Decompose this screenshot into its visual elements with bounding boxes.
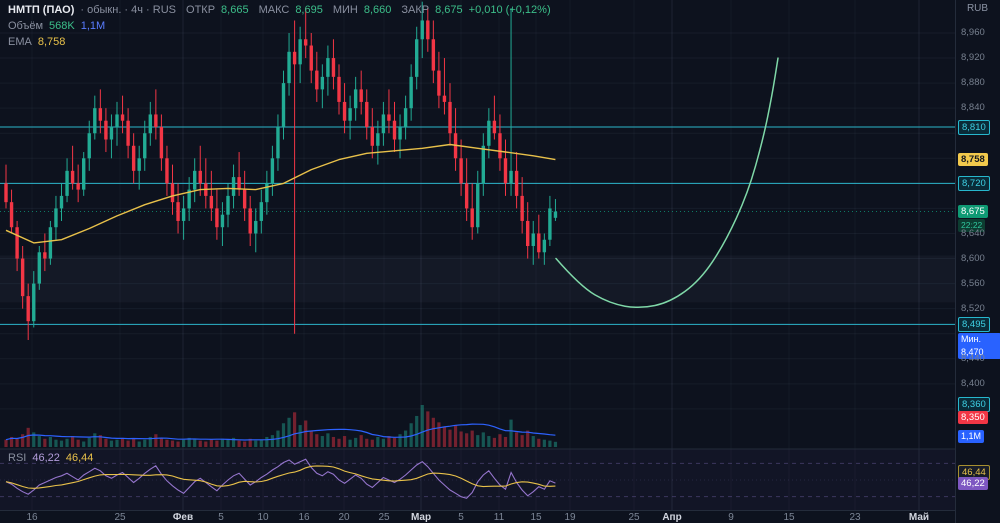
ema-legend[interactable]: EMA 8,758 bbox=[8, 36, 65, 48]
time-axis-label[interactable]: 16 bbox=[26, 512, 38, 523]
open-label: ОТКР bbox=[186, 4, 216, 16]
price-axis-label[interactable]: 8,520 bbox=[961, 303, 985, 314]
time-axis-label[interactable]: Май bbox=[908, 512, 930, 523]
time-axis-label[interactable]: Мар bbox=[410, 512, 432, 523]
time-axis-label[interactable]: 25 bbox=[378, 512, 390, 523]
rsi-value: 46,22 bbox=[32, 452, 60, 464]
low-label: МИН bbox=[332, 4, 358, 16]
close-value: 8,675 bbox=[435, 4, 463, 16]
change-value: +0,010 (+0,12%) bbox=[468, 4, 551, 16]
ema-label: EMA bbox=[8, 36, 32, 48]
price-axis-label[interactable]: Мин. 8,470 bbox=[956, 333, 1000, 359]
rsi-label: RSI bbox=[8, 452, 27, 464]
time-axis-label[interactable]: 16 bbox=[298, 512, 310, 523]
candles-layer[interactable] bbox=[4, 1, 558, 340]
price-axis-label[interactable]: 8,360 bbox=[956, 397, 1000, 412]
price-axis-label[interactable]: 1,1M bbox=[956, 430, 1000, 443]
time-axis-label[interactable]: 10 bbox=[257, 512, 269, 523]
bar-countdown: 22:22 bbox=[958, 219, 986, 232]
low-value: 8,660 bbox=[363, 4, 392, 16]
rsi-legend[interactable]: RSI 46,22 46,44 bbox=[8, 452, 93, 464]
price-axis-label[interactable]: 8,440 bbox=[961, 353, 985, 364]
volume-ma-value: 1,1M bbox=[80, 20, 106, 32]
rsi-ma-line[interactable] bbox=[5, 465, 556, 489]
price-axis-label[interactable]: 8,675 22:22 bbox=[956, 205, 1000, 232]
volume-legend[interactable]: Объём 568K 1,1M bbox=[8, 20, 105, 32]
price-axis-label[interactable]: 8,880 bbox=[961, 77, 985, 88]
rsi-pane-bg bbox=[0, 449, 955, 510]
price-axis-label[interactable]: 8,920 bbox=[961, 52, 985, 63]
price-axis-label[interactable]: 8,810 bbox=[956, 120, 1000, 135]
time-axis[interactable]: 16 25 Фев 5 10 16 20 25 Мар 5 11 15 19 25 Апр 9 15 23 Май bbox=[0, 510, 955, 523]
time-axis-label[interactable]: Фев bbox=[172, 512, 194, 523]
high-value: 8,695 bbox=[295, 4, 323, 16]
highlight-band bbox=[0, 255, 955, 303]
rsi-line[interactable] bbox=[5, 458, 556, 499]
price-axis-label[interactable]: 8,840 bbox=[961, 102, 985, 113]
time-axis-label[interactable]: 5 bbox=[218, 512, 224, 523]
ema-line[interactable] bbox=[5, 143, 556, 244]
price-axis[interactable]: 8,960 8,920 8,880 8,840 8,810 8,758 8,720 8,675… bbox=[955, 0, 1000, 523]
price-axis-label[interactable]: 8,640 bbox=[961, 228, 985, 239]
price-axis-label[interactable]: 46,22 bbox=[956, 477, 1000, 490]
symbol-name[interactable]: НМТП (ПАО) bbox=[8, 4, 75, 16]
price-axis-label[interactable]: 8,600 bbox=[961, 253, 985, 264]
main-chart-canvas[interactable] bbox=[0, 0, 955, 510]
volume-value: 568K bbox=[49, 20, 75, 32]
price-axis-label[interactable]: 8,758 bbox=[956, 153, 1000, 166]
time-axis-label[interactable]: 20 bbox=[338, 512, 350, 523]
price-axis-label[interactable]: 8,350 bbox=[956, 411, 1000, 424]
time-axis-label[interactable]: 5 bbox=[458, 512, 464, 523]
price-axis-label[interactable]: 8,560 bbox=[961, 278, 985, 289]
time-axis-label[interactable]: 25 bbox=[628, 512, 640, 523]
time-axis-label[interactable]: 9 bbox=[728, 512, 734, 523]
time-axis-label[interactable]: Апр bbox=[662, 512, 682, 523]
time-axis-label[interactable]: 15 bbox=[783, 512, 795, 523]
close-label: ЗАКР bbox=[401, 4, 430, 16]
price-axis-label[interactable]: 8,960 bbox=[961, 27, 985, 38]
price-axis-label[interactable]: 8,495 bbox=[956, 317, 1000, 332]
high-label: МАКС bbox=[258, 4, 290, 16]
time-axis-label[interactable]: 15 bbox=[530, 512, 542, 523]
time-axis-label[interactable]: 19 bbox=[564, 512, 576, 523]
volume-ma-line[interactable] bbox=[5, 423, 556, 441]
volume-layer bbox=[4, 405, 558, 447]
symbol-descriptor: · обыкн. · 4ч · RUS bbox=[80, 4, 177, 16]
price-axis-label[interactable]: 8,720 bbox=[956, 176, 1000, 191]
price-axis-label[interactable]: 8,400 bbox=[961, 378, 985, 389]
rsi-ma-value: 46,44 bbox=[65, 452, 94, 464]
open-value: 8,665 bbox=[221, 4, 249, 16]
symbol-legend[interactable]: НМТП (ПАО) · обыкн. · 4ч · RUS ОТКР 8,66… bbox=[8, 4, 551, 16]
time-axis-label[interactable]: 23 bbox=[849, 512, 861, 523]
volume-label: Объём bbox=[8, 20, 44, 32]
currency-label[interactable]: RUB bbox=[966, 3, 989, 14]
ema-value: 8,758 bbox=[37, 36, 66, 48]
projection-curve[interactable] bbox=[555, 57, 779, 309]
time-axis-label[interactable]: 11 bbox=[493, 512, 505, 523]
time-axis-label[interactable]: 25 bbox=[114, 512, 126, 523]
